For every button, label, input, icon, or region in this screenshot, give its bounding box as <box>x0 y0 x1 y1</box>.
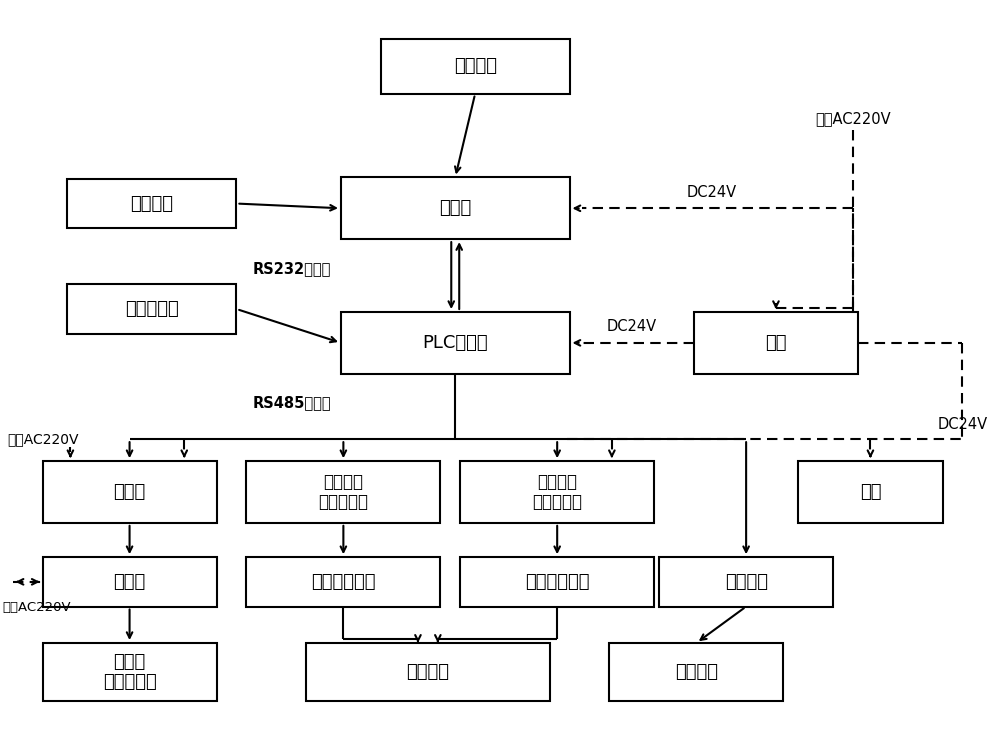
Text: 电源: 电源 <box>765 334 787 352</box>
Text: DC24V: DC24V <box>937 417 987 432</box>
Text: 主轴、
盘形切割刀: 主轴、 盘形切割刀 <box>103 652 156 691</box>
Bar <box>609 643 783 701</box>
Bar <box>246 557 440 606</box>
Text: PLC控制器: PLC控制器 <box>422 334 488 352</box>
Text: 启动按钮: 启动按钮 <box>454 57 497 75</box>
Text: 单相AC220V: 单相AC220V <box>815 111 891 127</box>
Text: 主电机: 主电机 <box>113 572 146 591</box>
Bar <box>694 312 858 374</box>
Text: 十字滑台: 十字滑台 <box>406 663 449 681</box>
Text: 三相AC220V: 三相AC220V <box>3 601 71 614</box>
Text: 摆动电机: 摆动电机 <box>725 572 768 591</box>
Text: DC24V: DC24V <box>686 185 736 199</box>
Bar <box>43 557 217 606</box>
Bar <box>798 461 943 523</box>
Bar <box>381 39 570 94</box>
Text: 单相AC220V: 单相AC220V <box>8 432 79 446</box>
Bar <box>67 284 236 334</box>
Text: 摆动机构: 摆动机构 <box>675 663 718 681</box>
Text: 安全罩开关: 安全罩开关 <box>125 300 179 318</box>
Text: 进刀步进
电机驱动器: 进刀步进 电机驱动器 <box>318 473 368 512</box>
Bar <box>43 643 217 701</box>
Text: 进刀步进电机: 进刀步进电机 <box>311 572 376 591</box>
Text: 水泵: 水泵 <box>860 483 881 501</box>
Text: RS485通讯口: RS485通讯口 <box>252 395 331 410</box>
Bar <box>246 461 440 523</box>
Bar <box>67 179 236 228</box>
Text: RS232通讯口: RS232通讯口 <box>253 261 331 276</box>
Text: 进样步进
电机驱动器: 进样步进 电机驱动器 <box>532 473 582 512</box>
Text: DC24V: DC24V <box>607 319 657 334</box>
Bar <box>341 177 570 239</box>
Text: 进样步进电机: 进样步进电机 <box>525 572 589 591</box>
Bar <box>43 461 217 523</box>
Bar <box>306 643 550 701</box>
Bar <box>460 461 654 523</box>
Bar <box>341 312 570 374</box>
Text: 触摸屏: 触摸屏 <box>439 199 471 217</box>
Bar <box>460 557 654 606</box>
Text: 急停按钮: 急停按钮 <box>130 194 173 213</box>
Bar <box>659 557 833 606</box>
Text: 变频器: 变频器 <box>113 483 146 501</box>
